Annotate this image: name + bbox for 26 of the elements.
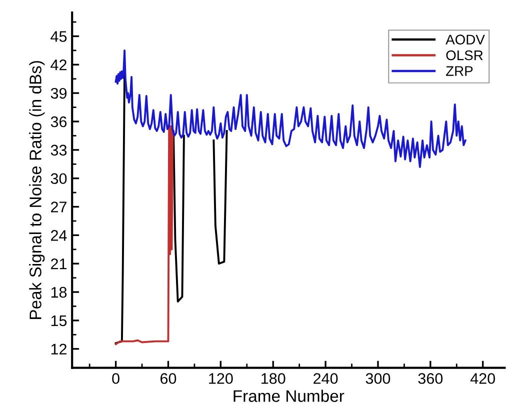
y-tick-label: 39 [50,88,67,99]
y-tick-label: 15 [51,315,67,326]
line-series [114,125,174,346]
y-tick-label: 12 [51,344,66,354]
y-tick-label: 27 [51,202,66,212]
y-tick-label: 36 [50,116,67,128]
y-tick-label: 33 [50,144,67,156]
y-tick-label: 18 [51,286,67,298]
y-tick-label: 24 [51,230,67,241]
x-tick-label: 420 [470,373,495,384]
y-tick-label: 21 [51,258,66,270]
x-tick-label: 240 [314,373,338,384]
legend-label: AODV [446,34,485,45]
x-tick-label: 360 [418,373,443,384]
x-axis-title: Frame Number [234,390,344,402]
x-tick-label: 120 [209,373,233,384]
y-tick-label: 45 [50,31,67,42]
legend-label: OLSR [446,50,483,60]
y-tick-label: 42 [50,60,66,70]
x-tick-label: 0 [112,373,120,384]
x-tick-label: 60 [160,373,176,384]
legend-label: ZRP [446,66,473,76]
y-axis-title: Peak Signal to Noise Ratio (in dBs) [29,61,45,319]
x-tick-label: 180 [262,373,286,384]
x-tick-label: 300 [366,373,390,384]
y-tick-label: 30 [50,173,67,184]
